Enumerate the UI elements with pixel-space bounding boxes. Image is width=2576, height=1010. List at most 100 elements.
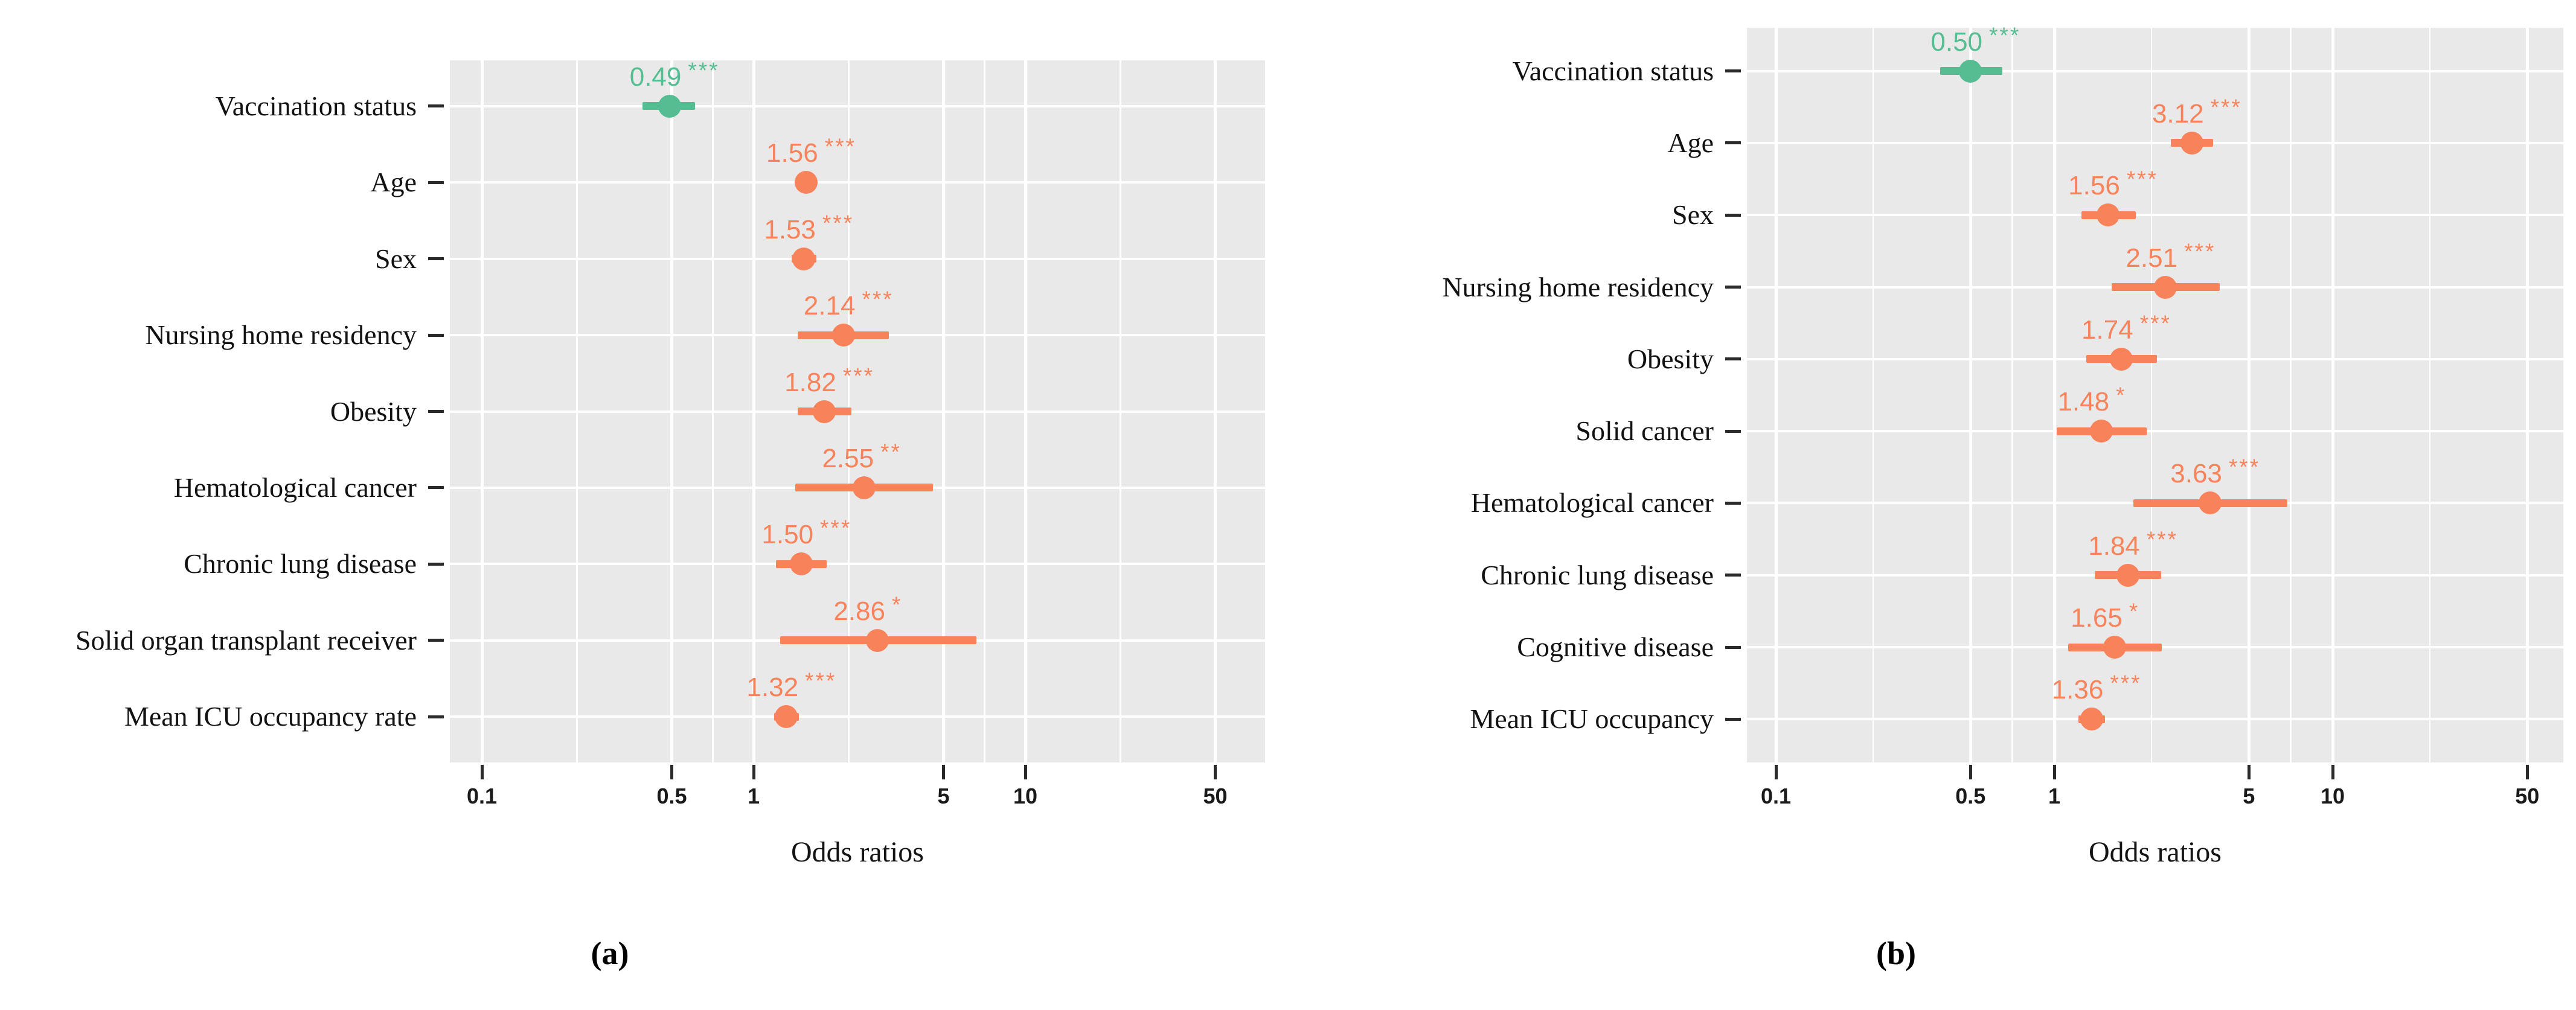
gridline-vertical-minor: [2429, 28, 2431, 762]
y-axis-tick: [428, 639, 444, 642]
odds-ratio-point-marker: [2116, 563, 2140, 587]
significance-stars: ***: [862, 287, 894, 312]
panel-caption: (a): [591, 935, 629, 971]
x-tick-label: 0.5: [656, 784, 687, 808]
y-axis-tick: [428, 410, 444, 413]
odds-ratio-value: 3.12: [2151, 98, 2204, 129]
x-tick-label: 0.5: [1955, 784, 1986, 808]
odds-ratio-value-label: 2.86 *: [833, 592, 902, 627]
significance-stars: ***: [1989, 22, 2021, 48]
odds-ratio-value-label: 1.56 ***: [766, 134, 856, 169]
gridline-horizontal: [450, 410, 1265, 413]
odds-ratio-point-marker: [2109, 347, 2133, 371]
odds-ratio-value-label: 1.84 ***: [2088, 527, 2178, 562]
odds-ratio-value-label: 1.74 ***: [2081, 311, 2171, 346]
y-axis-tick: [1725, 574, 1741, 577]
y-axis-tick: [1725, 141, 1741, 145]
x-tick-label: 1: [2048, 784, 2061, 808]
gridline-horizontal: [450, 715, 1265, 718]
category-label: Age: [370, 167, 417, 198]
x-axis-tick: [1969, 765, 1972, 779]
x-tick-label: 0.1: [1760, 784, 1792, 808]
category-label: Solid cancer: [1575, 415, 1714, 447]
y-axis-tick: [1725, 69, 1741, 73]
gridline-horizontal: [1747, 214, 2563, 217]
odds-ratio-value-label: 1.56 ***: [2068, 167, 2158, 202]
odds-ratio-point-marker: [2103, 636, 2127, 659]
y-axis-tick: [1725, 717, 1741, 721]
x-tick-label: 1: [747, 784, 760, 808]
x-axis-tick: [2247, 765, 2251, 779]
odds-ratio-point-marker: [658, 94, 681, 118]
x-axis-tick: [2525, 765, 2529, 779]
odds-ratio-value-label: 1.48 *: [2057, 383, 2126, 418]
x-tick-label: 0.1: [466, 784, 498, 808]
x-axis-tick: [1774, 765, 1778, 779]
odds-ratio-value-label: 1.32 ***: [746, 668, 836, 703]
odds-ratio-value-label: 1.50 ***: [761, 516, 851, 551]
x-tick-label: 5: [2243, 784, 2255, 808]
gridline-horizontal: [1747, 430, 2563, 433]
gridline-vertical-major: [1774, 28, 1778, 762]
y-axis-tick: [1725, 429, 1741, 433]
category-label: Mean ICU occupancy: [1470, 703, 1714, 735]
gridline-vertical-minor: [1872, 28, 1874, 762]
significance-stars: ***: [842, 363, 875, 388]
significance-stars: ***: [805, 668, 837, 694]
y-axis-tick: [428, 104, 444, 108]
gridline-horizontal: [450, 257, 1265, 260]
odds-ratio-value: 2.51: [2126, 243, 2178, 273]
category-label: Sex: [1672, 199, 1714, 231]
odds-ratio-value: 2.86: [833, 596, 885, 626]
odds-ratio-point-marker: [2199, 491, 2222, 515]
significance-stars: **: [880, 439, 902, 464]
gridline-horizontal: [450, 181, 1265, 184]
gridline-vertical-major: [2331, 28, 2334, 762]
category-label: Solid organ transplant receiver: [75, 624, 417, 656]
gridline-horizontal: [1747, 141, 2563, 144]
significance-stars: ***: [2139, 310, 2171, 336]
odds-ratio-value-label: 1.65 *: [2071, 599, 2139, 634]
x-tick-label: 50: [2515, 784, 2540, 808]
odds-ratio-value-label: 1.82 ***: [784, 363, 874, 398]
significance-stars: ***: [2184, 238, 2216, 264]
gridline-horizontal: [1747, 69, 2563, 72]
significance-stars: ***: [822, 210, 854, 235]
category-label: Nursing home residency: [1442, 271, 1714, 302]
x-axis-tick: [480, 765, 484, 779]
odds-ratio-point-marker: [1959, 59, 1982, 83]
odds-ratio-value: 3.63: [2170, 459, 2222, 489]
significance-stars: *: [2116, 383, 2127, 408]
y-axis-tick: [428, 562, 444, 566]
x-axis-title: Odds ratios: [2089, 836, 2222, 868]
odds-ratio-value: 2.14: [803, 291, 856, 321]
odds-ratio-value: 1.32: [746, 673, 799, 703]
category-label: Nursing home residency: [145, 319, 417, 351]
y-axis-tick: [1725, 213, 1741, 217]
odds-ratio-point-marker: [790, 552, 813, 576]
category-label: Hematological cancer: [173, 471, 417, 503]
odds-ratio-value: 1.74: [2081, 315, 2133, 345]
odds-ratio-value: 1.50: [761, 520, 814, 550]
plot-panel-background: [1747, 28, 2563, 762]
significance-stars: ***: [2228, 455, 2261, 480]
y-axis-tick: [428, 257, 444, 261]
odds-ratio-point-marker: [775, 705, 798, 729]
x-tick-label: 50: [1203, 784, 1228, 808]
odds-ratio-point-marker: [2154, 275, 2177, 299]
odds-ratio-point-marker: [2097, 203, 2120, 227]
gridline-vertical-major: [2247, 28, 2251, 762]
odds-ratio-value-label: 1.53 ***: [764, 211, 854, 246]
odds-ratio-value-label: 2.51 ***: [2126, 239, 2216, 274]
odds-ratio-value: 0.50: [1930, 27, 1983, 57]
odds-ratio-value-label: 3.12 ***: [2151, 95, 2242, 130]
odds-ratio-point-marker: [2180, 131, 2203, 155]
category-label: Vaccination status: [1512, 55, 1714, 86]
category-label: Sex: [375, 243, 417, 274]
odds-ratio-value-label: 0.50 ***: [1930, 23, 2020, 58]
x-axis-tick: [670, 765, 674, 779]
category-label: Obesity: [330, 395, 417, 427]
odds-ratio-value-label: 3.63 ***: [2170, 455, 2260, 490]
category-label: Hematological cancer: [1470, 487, 1714, 519]
odds-ratio-value-label: 0.49 ***: [630, 58, 720, 93]
